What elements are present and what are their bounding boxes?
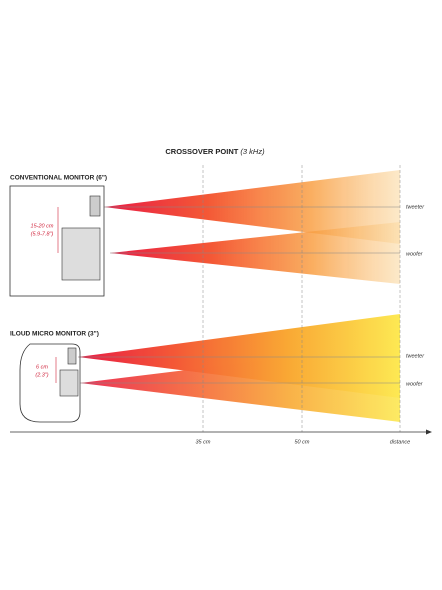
axis-tick-label: 35 cm [196, 439, 211, 445]
woofer-unit [59, 369, 79, 397]
beams [78, 170, 400, 422]
spacing: 15-20 cm [31, 223, 54, 229]
speaker-box [19, 343, 81, 423]
speaker-box [9, 185, 105, 297]
title: CROSSOVER POINT (3 kHz) [165, 147, 265, 156]
spacing-inch: (2.3") [35, 372, 48, 378]
tweeter-label: tweeter [406, 204, 425, 210]
tweeter-unit [89, 195, 101, 217]
woofer-label: woofer [406, 381, 424, 387]
guides [78, 165, 401, 432]
spacing-inch: (5.9-7.8") [31, 231, 54, 237]
section-label: ILOUD MICRO MONITOR (3") [10, 331, 99, 338]
spacing: 6 cm [36, 364, 48, 370]
tweeter-label: tweeter [406, 353, 425, 359]
tweeter-unit [67, 347, 77, 365]
axis-arrow [426, 429, 432, 435]
section-label: CONVENTIONAL MONITOR (6") [10, 175, 107, 182]
woofer-label: woofer [406, 251, 424, 257]
axis-tick-label: 50 cm [295, 439, 310, 445]
woofer-unit [61, 227, 101, 281]
title-note: (3 kHz) [240, 147, 265, 156]
title-text: CROSSOVER POINT [165, 147, 238, 156]
axis-label: distance [390, 439, 411, 445]
